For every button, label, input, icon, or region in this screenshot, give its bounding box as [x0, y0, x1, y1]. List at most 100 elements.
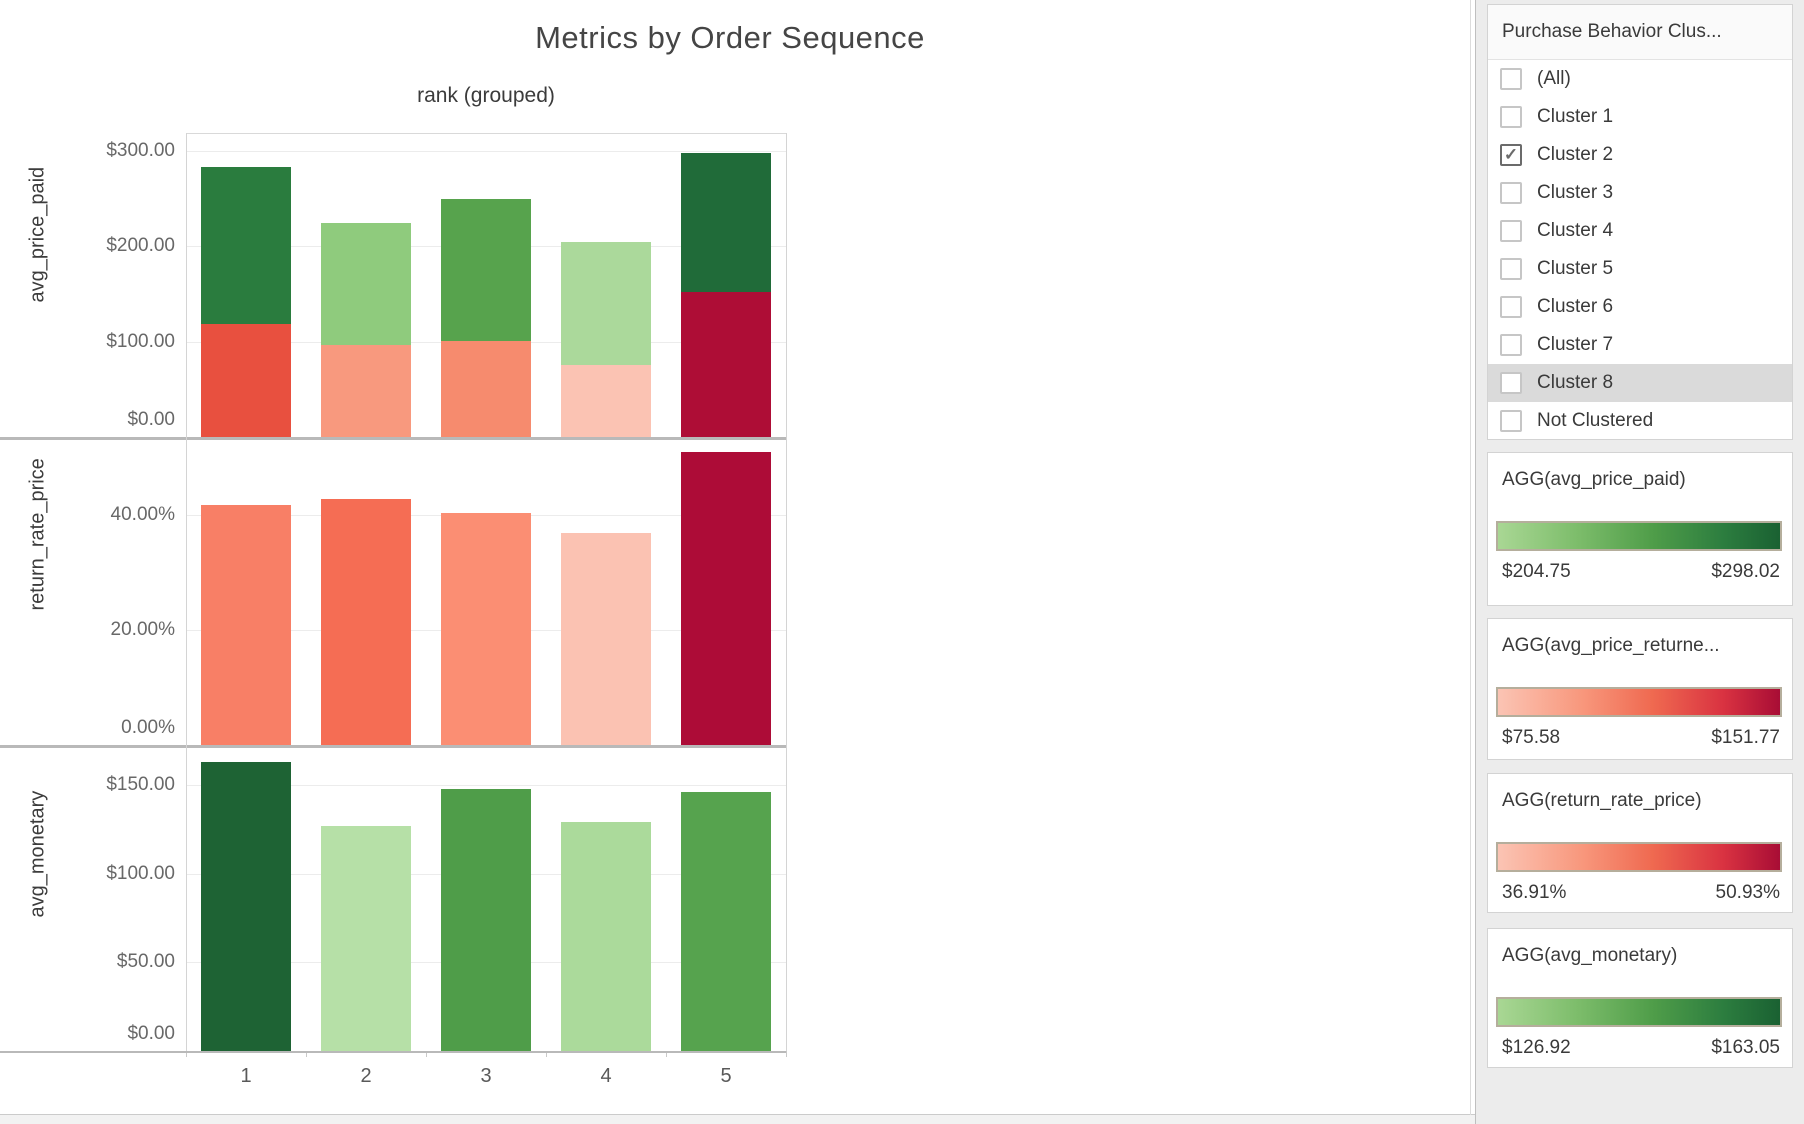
filter-item-not-clustered[interactable]: ✓ Not Clustered [1488, 402, 1792, 440]
color-legend-card-3: AGG(return_rate_price) 36.91% 50.93% [1487, 773, 1793, 913]
filter-card-title[interactable]: Purchase Behavior Clus... [1488, 5, 1792, 60]
bar-avg_price_returned-rank-2[interactable] [321, 345, 411, 437]
bar-avg_price_returned-rank-4[interactable] [561, 364, 651, 437]
legend-min-value: $204.75 [1502, 561, 1571, 582]
x-category-label-1: 1 [240, 1065, 252, 1087]
gridline [187, 785, 786, 787]
x-axis-tick [306, 1051, 307, 1057]
checkbox-icon[interactable]: ✓ [1500, 410, 1522, 432]
canvas-right-edge [1470, 0, 1471, 1115]
bar-avg_monetary-rank-2[interactable] [321, 825, 411, 1051]
checkbox-icon[interactable]: ✓ [1500, 68, 1522, 90]
filter-item-all[interactable]: ✓ (All) [1488, 60, 1792, 98]
filter-item-cluster-3[interactable]: ✓ Cluster 3 [1488, 174, 1792, 212]
bar-return_rate_price-rank-2[interactable] [321, 498, 411, 745]
legend-title: AGG(avg_price_paid) [1502, 469, 1686, 490]
x-category-label-2: 2 [360, 1065, 372, 1087]
bar-return_rate_price-rank-1[interactable] [201, 505, 291, 745]
checkbox-icon[interactable]: ✓ [1500, 334, 1522, 356]
legend-max-value: $298.02 [1711, 561, 1780, 582]
bar-avg_monetary-rank-5[interactable] [681, 792, 771, 1051]
panel-separator-2 [0, 745, 786, 748]
checkbox-checked-icon[interactable]: ✓ [1500, 144, 1522, 166]
filter-item-label: Cluster 4 [1537, 220, 1614, 241]
y-tick-label: 0.00% [121, 717, 175, 738]
x-axis-tick [666, 1051, 667, 1057]
filter-item-label: Cluster 1 [1537, 106, 1614, 127]
color-legend-card-4: AGG(avg_monetary) $126.92 $163.05 [1487, 928, 1793, 1068]
filter-item-label: Not Clustered [1537, 410, 1654, 431]
x-category-label-3: 3 [480, 1065, 492, 1087]
column-field-header: rank (grouped) [417, 84, 555, 107]
y-tick-label: $300.00 [106, 140, 175, 161]
legend-max-value: $163.05 [1711, 1037, 1780, 1058]
checkbox-icon[interactable]: ✓ [1500, 296, 1522, 318]
legend-min-value: $75.58 [1502, 727, 1561, 748]
bar-return_rate_price-rank-5[interactable] [681, 452, 771, 745]
legend-title: AGG(return_rate_price) [1502, 790, 1702, 811]
green-gradient-ramp[interactable] [1496, 521, 1782, 551]
filter-item-cluster-8[interactable]: ✓ Cluster 8 [1488, 364, 1792, 402]
filter-item-label: Cluster 6 [1537, 296, 1614, 317]
y-tick-label: $50.00 [116, 951, 175, 973]
x-axis-tick [186, 1051, 187, 1057]
panel-top-border [186, 133, 787, 134]
filter-item-cluster-2[interactable]: ✓ Cluster 2 [1488, 136, 1792, 174]
panel-separator-1 [0, 437, 786, 440]
red-gradient-ramp[interactable] [1496, 842, 1782, 872]
filter-item-label: (All) [1537, 68, 1571, 89]
y-tick-label: 40.00% [110, 504, 175, 525]
filter-item-cluster-4[interactable]: ✓ Cluster 4 [1488, 212, 1792, 250]
legend-max-value: $151.77 [1711, 727, 1780, 748]
bar-avg_price_returned-rank-5[interactable] [681, 292, 771, 437]
red-gradient-ramp[interactable] [1496, 687, 1782, 717]
bar-return_rate_price-rank-3[interactable] [441, 513, 531, 745]
legend-min-value: 36.91% [1502, 882, 1567, 903]
y-tick-label: $0.00 [127, 1023, 175, 1044]
checkbox-icon[interactable]: ✓ [1500, 372, 1522, 394]
filter-item-label: Cluster 5 [1537, 258, 1614, 279]
gridline [187, 151, 786, 152]
y-tick-label: 20.00% [110, 619, 175, 640]
bar-avg_price_returned-rank-1[interactable] [201, 324, 291, 437]
filter-item-cluster-5[interactable]: ✓ Cluster 5 [1488, 250, 1792, 288]
page-title: Metrics by Order Sequence [535, 20, 925, 55]
legend-title: AGG(avg_price_returne... [1502, 635, 1720, 656]
y-tick-label: $100.00 [106, 862, 175, 884]
bar-avg_monetary-rank-3[interactable] [441, 789, 531, 1051]
checkbox-icon[interactable]: ✓ [1500, 182, 1522, 204]
checkbox-icon[interactable]: ✓ [1500, 106, 1522, 128]
bar-avg_monetary-rank-1[interactable] [201, 761, 291, 1051]
legend-range: $126.92 $163.05 [1488, 1037, 1792, 1059]
filter-item-cluster-7[interactable]: ✓ Cluster 7 [1488, 326, 1792, 364]
filter-item-label: Cluster 3 [1537, 182, 1614, 203]
bar-avg_monetary-rank-4[interactable] [561, 822, 651, 1051]
x-axis-tick [546, 1051, 547, 1057]
legend-title: AGG(avg_monetary) [1502, 945, 1678, 966]
bar-return_rate_price-rank-4[interactable] [561, 532, 651, 745]
color-legend-card-2: AGG(avg_price_returne... $75.58 $151.77 [1487, 618, 1793, 760]
legend-range: 36.91% 50.93% [1488, 882, 1792, 904]
color-legend-card-1: AGG(avg_price_paid) $204.75 $298.02 [1487, 452, 1793, 606]
canvas-bottom-border [0, 1114, 1475, 1115]
x-axis-baseline [0, 1051, 786, 1053]
legend-max-value: 50.93% [1715, 882, 1780, 903]
green-gradient-ramp[interactable] [1496, 997, 1782, 1027]
filter-item-cluster-6[interactable]: ✓ Cluster 6 [1488, 288, 1792, 326]
canvas-bottom-strip [0, 1115, 1475, 1124]
y-axis-title-avg_price_paid: avg_price_paid [26, 166, 49, 303]
x-axis-tick [786, 1051, 787, 1057]
y-tick-label: $150.00 [106, 774, 175, 796]
sidebar-divider[interactable] [1475, 0, 1476, 1124]
filter-item-cluster-1[interactable]: ✓ Cluster 1 [1488, 98, 1792, 136]
x-category-label-5: 5 [720, 1065, 732, 1087]
checkbox-icon[interactable]: ✓ [1500, 258, 1522, 280]
y-axis-line [186, 133, 187, 1051]
bar-avg_price_returned-rank-3[interactable] [441, 341, 531, 437]
filter-item-label: Cluster 2 [1537, 144, 1614, 165]
legend-range: $75.58 $151.77 [1488, 727, 1792, 749]
plot-right-border [786, 133, 787, 1051]
checkbox-icon[interactable]: ✓ [1500, 220, 1522, 242]
y-tick-label: $0.00 [127, 409, 175, 430]
